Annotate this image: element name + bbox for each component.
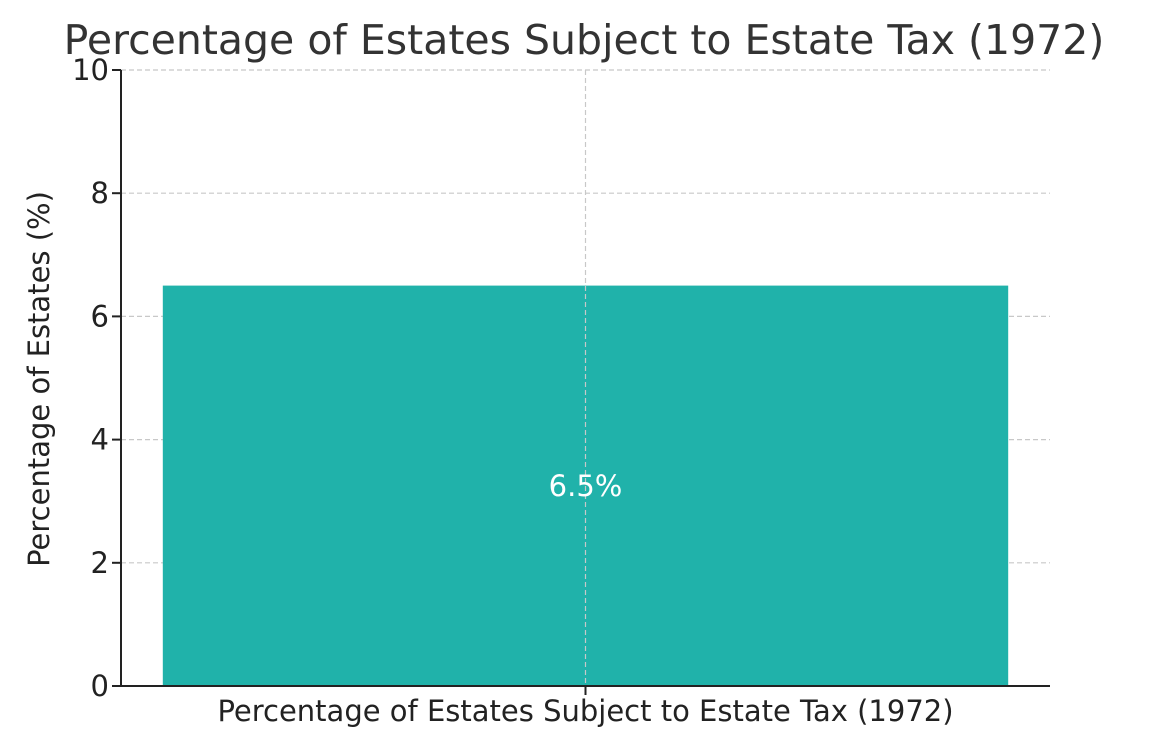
y-tick-label: 0 <box>91 669 109 703</box>
x-tick-label: Percentage of Estates Subject to Estate … <box>217 694 953 728</box>
y-tick-label: 2 <box>91 546 109 580</box>
y-tick-label: 8 <box>91 176 109 210</box>
data-labels: 6.5% <box>549 469 623 503</box>
y-tick-label: 4 <box>91 423 109 457</box>
data-label: 6.5% <box>549 469 623 503</box>
y-tick-label: 6 <box>91 299 109 333</box>
y-ticks: 0 2 4 6 8 10 <box>72 53 121 703</box>
x-ticks: Percentage of Estates Subject to Estate … <box>217 686 954 728</box>
y-axis-label: Percentage of Estates (%) <box>22 191 56 567</box>
y-tick-label: 10 <box>72 53 109 87</box>
chart-title: Percentage of Estates Subject to Estate … <box>64 16 1105 64</box>
